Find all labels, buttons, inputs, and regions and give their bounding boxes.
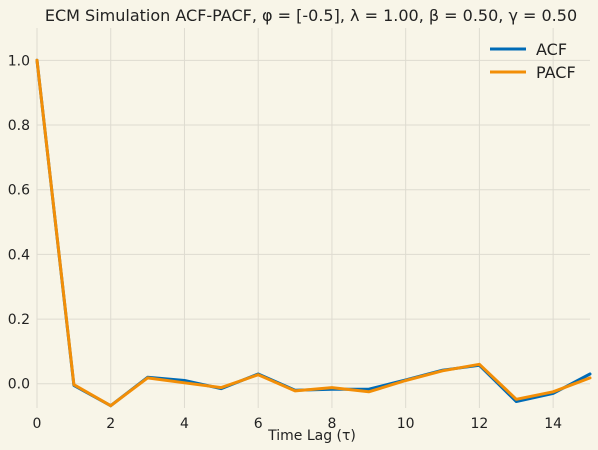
x-tick-label: 8 [327, 416, 336, 432]
x-tick-label: 10 [397, 416, 415, 432]
x-tick-label: 14 [544, 416, 562, 432]
series-line-pacf [35, 58, 592, 408]
plot-lines [35, 58, 592, 408]
x-axis-label: Time Lag (τ) [267, 428, 356, 444]
legend: ACF PACF [490, 40, 576, 82]
legend-label-acf: ACF [536, 40, 567, 59]
y-tick-label: 0.4 [8, 247, 30, 263]
y-tick-label: 0.0 [8, 377, 30, 393]
y-tick-label: 0.2 [8, 312, 30, 328]
y-tick-label: 0.8 [8, 118, 30, 134]
y-tick-label: 0.6 [8, 183, 30, 199]
x-tick-label: 12 [470, 416, 488, 432]
x-tick-label: 4 [180, 416, 189, 432]
grid [36, 28, 590, 408]
y-tick-label: 1.0 [8, 53, 30, 69]
y-tick-labels: 0.0 0.2 0.4 0.6 0.8 1.0 [8, 53, 30, 392]
x-tick-labels: 0 2 4 6 8 10 12 14 [33, 416, 563, 432]
chart-title: ECM Simulation ACF-PACF, φ = [-0.5], λ =… [45, 6, 577, 25]
x-tick-label: 2 [106, 416, 115, 432]
legend-label-pacf: PACF [536, 63, 576, 82]
x-tick-label: 0 [33, 416, 42, 432]
x-tick-label: 6 [254, 416, 263, 432]
